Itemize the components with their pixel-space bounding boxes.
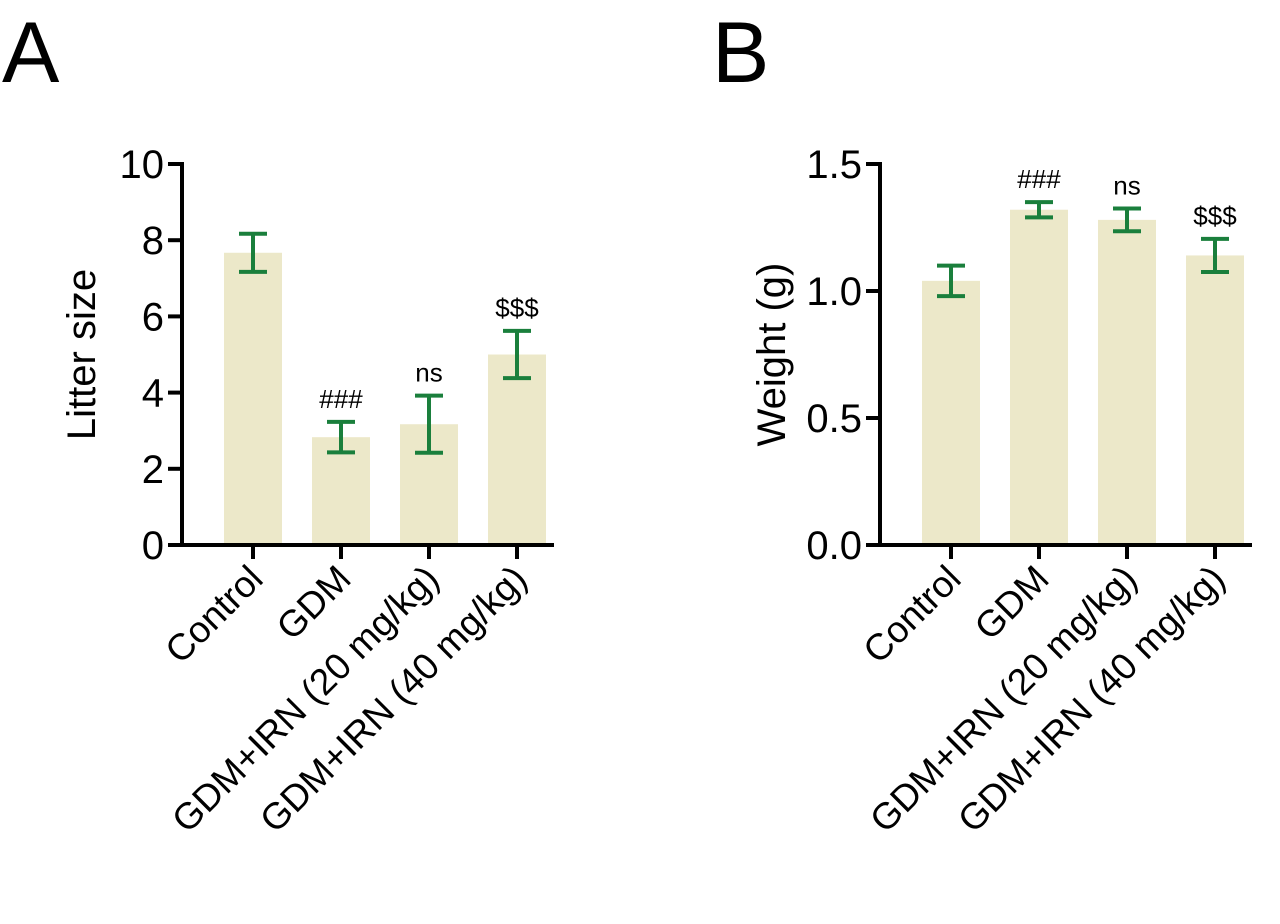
significance-label: $$$ <box>1193 201 1237 231</box>
bar <box>1186 255 1244 545</box>
x-tick-label: Control <box>157 558 270 671</box>
y-tick-label: 4 <box>142 372 164 416</box>
y-tick-label: 6 <box>142 295 164 339</box>
significance-label: ns <box>1113 170 1140 200</box>
x-tick-label: Control <box>855 558 968 671</box>
y-tick-label: 0.5 <box>806 397 862 441</box>
bar <box>1098 219 1156 545</box>
panel-label: A <box>2 5 60 101</box>
bar <box>1010 209 1068 545</box>
bar <box>224 252 282 545</box>
y-tick-label: 0 <box>142 524 164 568</box>
significance-label: ### <box>1017 164 1061 194</box>
y-tick-label: 1.0 <box>806 270 862 314</box>
y-axis-label: Weight (g) <box>750 263 794 447</box>
significance-label: ### <box>319 384 363 414</box>
y-tick-label: 8 <box>142 219 164 263</box>
significance-label: $$$ <box>495 293 539 323</box>
error-bar <box>1201 236 1229 274</box>
error-bar <box>239 231 267 274</box>
error-bar <box>415 393 443 455</box>
panel-label: B <box>712 5 769 101</box>
bar <box>922 280 980 545</box>
y-tick-label: 1.5 <box>806 143 862 187</box>
significance-label: ns <box>415 358 442 388</box>
y-tick-label: 10 <box>120 143 165 187</box>
error-bar <box>1113 206 1141 234</box>
error-bar <box>503 328 531 381</box>
error-bar <box>937 263 965 299</box>
y-tick-label: 0.0 <box>806 524 862 568</box>
y-tick-label: 2 <box>142 448 164 492</box>
error-bar <box>1025 200 1053 220</box>
bar <box>488 354 546 545</box>
bar <box>312 437 370 545</box>
error-bar <box>327 419 355 455</box>
y-axis-label: Litter size <box>60 269 104 440</box>
